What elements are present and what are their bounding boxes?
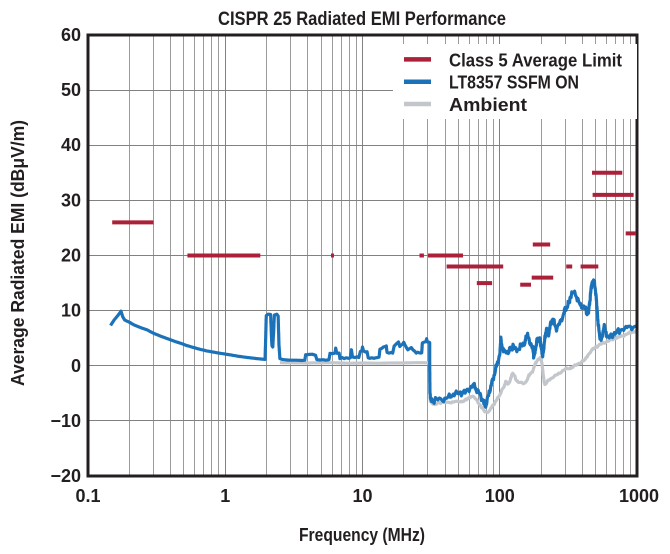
svg-text:Frequency (MHz): Frequency (MHz) bbox=[299, 525, 425, 545]
svg-text:0: 0 bbox=[71, 356, 81, 376]
svg-text:1: 1 bbox=[220, 486, 230, 506]
svg-text:Class 5 Average Limit: Class 5 Average Limit bbox=[449, 50, 622, 70]
svg-text:40: 40 bbox=[61, 135, 81, 155]
svg-text:−10: −10 bbox=[50, 411, 81, 431]
svg-text:1000: 1000 bbox=[619, 486, 659, 506]
svg-text:100: 100 bbox=[485, 486, 515, 506]
svg-text:0.1: 0.1 bbox=[75, 486, 100, 506]
svg-text:10: 10 bbox=[61, 301, 81, 321]
svg-text:CISPR 25 Radiated EMI Performa: CISPR 25 Radiated EMI Performance bbox=[218, 9, 506, 30]
svg-text:50: 50 bbox=[61, 80, 81, 100]
svg-text:20: 20 bbox=[61, 246, 81, 266]
svg-text:Ambient: Ambient bbox=[449, 95, 527, 115]
svg-text:10: 10 bbox=[352, 486, 372, 506]
svg-text:LT8357 SSFM ON: LT8357 SSFM ON bbox=[449, 73, 579, 93]
svg-text:Average Radiated EMI (dBμV/m): Average Radiated EMI (dBμV/m) bbox=[8, 120, 28, 386]
svg-text:60: 60 bbox=[61, 25, 81, 45]
svg-text:−20: −20 bbox=[50, 466, 81, 486]
svg-text:30: 30 bbox=[61, 190, 81, 210]
